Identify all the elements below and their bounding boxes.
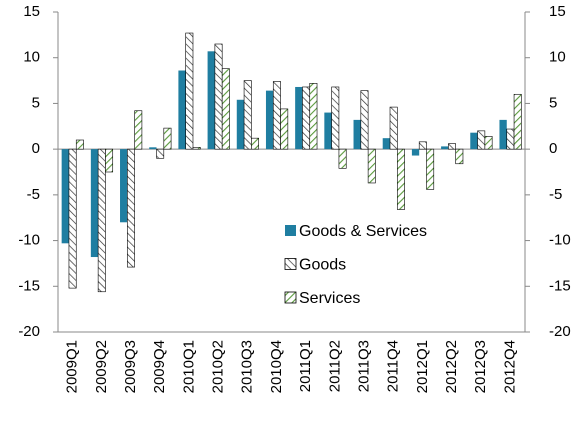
y-tick-label: -5: [27, 186, 40, 203]
bar: [295, 86, 303, 150]
bar: [251, 137, 259, 150]
bar: [221, 68, 230, 150]
legend-swatch: [284, 258, 297, 270]
y2-tick-label: -5: [549, 186, 562, 203]
bar: [265, 90, 274, 150]
y2-tick-label: 5: [549, 94, 557, 111]
bar: [360, 90, 369, 150]
legend-label: Services: [299, 290, 360, 307]
bar: [397, 148, 405, 210]
bar: [68, 148, 77, 289]
x-tick-label: 2010Q2: [210, 340, 227, 393]
bar: [448, 143, 456, 150]
bar: [236, 99, 245, 150]
y2-tick-label: -10: [549, 232, 571, 249]
bar: [192, 147, 201, 150]
x-tick-label: 2011Q4: [385, 340, 402, 392]
x-tick-label: 2009Q2: [93, 340, 110, 393]
bar: [477, 130, 486, 150]
y2-tick-label: 0: [549, 140, 557, 157]
x-tick-label: 2009Q1: [64, 340, 81, 393]
legend-swatch: [285, 225, 296, 236]
x-tick-label: 2009Q4: [151, 340, 168, 393]
legend-swatch: [284, 291, 297, 304]
bar: [97, 148, 106, 293]
x-tick-label: 2010Q4: [268, 340, 285, 393]
x-tick-label: 2009Q3: [122, 340, 139, 393]
bar: [441, 146, 449, 150]
x-tick-label: 2011Q3: [355, 340, 372, 392]
bar: [353, 119, 361, 150]
x-tick-label: 2012Q2: [443, 340, 460, 393]
y-tick-label: -10: [18, 232, 40, 249]
x-tick-label: 2010Q1: [180, 340, 197, 393]
y2-tick-label: 10: [549, 49, 566, 66]
legend-label: Goods & Services: [299, 223, 427, 240]
y-tick-label: 5: [32, 94, 40, 111]
y-tick-label: 10: [23, 49, 40, 66]
y2-tick-label: -15: [549, 277, 571, 294]
y-tick-label: 0: [32, 140, 40, 157]
bar: [149, 147, 157, 150]
bar: [105, 148, 114, 173]
bar: [324, 112, 332, 150]
bar: [127, 148, 135, 268]
bar: [243, 80, 252, 150]
bar: [61, 149, 69, 244]
y-tick-label: -20: [18, 323, 40, 340]
bar: [499, 119, 507, 150]
bar: [163, 127, 172, 150]
x-tick-label: 2012Q1: [414, 340, 431, 393]
bar: [280, 108, 289, 150]
bar: [90, 149, 99, 258]
bar: [455, 148, 464, 165]
x-tick-label: 2011Q1: [297, 340, 314, 392]
x-tick-label: 2012Q4: [501, 340, 518, 393]
y2-tick-label: -20: [549, 323, 571, 340]
bar: [272, 81, 281, 150]
y2-tick-label: 15: [549, 3, 566, 20]
x-tick-label: 2010Q3: [239, 340, 256, 393]
bar: [411, 149, 420, 156]
bar: [302, 86, 311, 150]
bar: [134, 110, 143, 150]
bar: [389, 106, 398, 150]
bar: [331, 86, 340, 150]
y-tick-label: -15: [18, 277, 40, 294]
y-tick-label: 15: [23, 3, 40, 20]
bar: [484, 136, 493, 150]
bar: [185, 32, 194, 150]
bar: [120, 149, 128, 223]
bar: [513, 93, 522, 150]
bar: [207, 51, 215, 150]
bar: [470, 132, 478, 150]
bar: [426, 148, 435, 190]
bar: [156, 148, 165, 159]
bar: [418, 141, 427, 150]
x-tick-label: 2012Q3: [472, 340, 489, 393]
x-tick-label: 2011Q2: [326, 340, 343, 392]
bar: [338, 148, 347, 169]
bar: [506, 128, 515, 150]
bar: [214, 43, 223, 150]
bar: [75, 139, 84, 150]
bar: [309, 83, 318, 150]
bar: [367, 148, 376, 184]
legend-label: Goods: [299, 257, 346, 274]
bar: [178, 70, 186, 150]
bar: [382, 138, 391, 150]
